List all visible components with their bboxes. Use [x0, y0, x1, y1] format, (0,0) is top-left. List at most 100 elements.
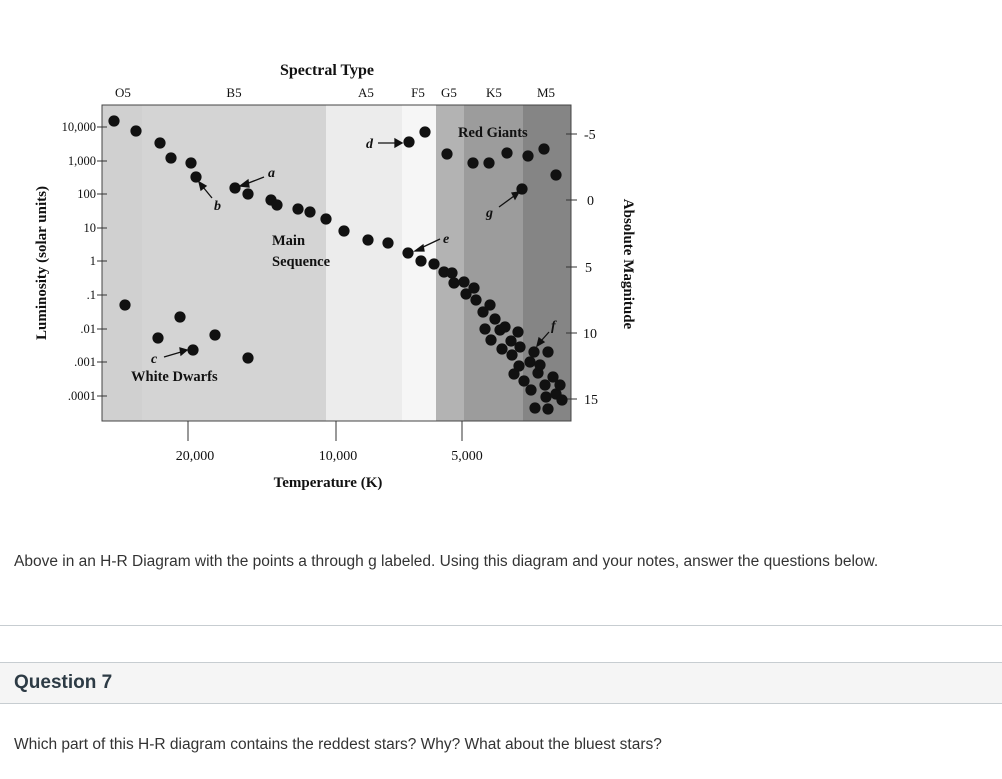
star-point	[501, 147, 513, 159]
temp-tick: 5,000	[451, 449, 483, 464]
star-point	[382, 237, 394, 249]
star-point	[108, 115, 120, 127]
star-point	[512, 326, 524, 338]
star-point	[154, 137, 166, 149]
white-dwarfs-label: White Dwarfs	[131, 369, 218, 385]
star-point	[534, 359, 546, 371]
mag-tick: 0	[587, 194, 594, 209]
luminosity-ticks: 10,000 1,000 100 10 1 .1 .01 .001 .0001	[62, 120, 107, 403]
point-arrows	[163, 137, 550, 358]
point-label-f: f	[551, 319, 557, 334]
question-title: Question 7	[14, 672, 113, 693]
lum-tick: .0001	[68, 389, 96, 403]
main-sequence-label: Main	[272, 233, 305, 249]
spectral-type-title: Spectral Type	[280, 62, 374, 79]
temp-tick: 10,000	[319, 449, 358, 464]
star-point	[528, 346, 540, 358]
star-point	[458, 276, 470, 288]
lum-tick: .1	[87, 288, 96, 302]
lum-tick: .001	[74, 355, 96, 369]
star-point	[428, 258, 440, 270]
star-point	[547, 371, 559, 383]
mag-tick: 5	[585, 261, 592, 276]
star-point	[496, 343, 508, 355]
star-point	[524, 356, 536, 368]
star-point	[242, 188, 254, 200]
star-point	[483, 157, 495, 169]
star-point	[484, 299, 496, 311]
star-point	[119, 299, 131, 311]
star-point	[468, 282, 480, 294]
star-point	[513, 360, 525, 372]
lum-tick: 100	[77, 187, 96, 201]
star-point	[554, 379, 566, 391]
star-point	[402, 247, 414, 259]
point-labels: a b c d e f g	[151, 137, 557, 367]
star-point	[187, 344, 199, 356]
star-point	[304, 206, 316, 218]
star-point	[470, 294, 482, 306]
star-point	[229, 182, 241, 194]
star-point	[271, 199, 283, 211]
star-point	[338, 225, 350, 237]
star-points	[108, 115, 568, 415]
temp-tick: 20,000	[176, 449, 215, 464]
mag-tick: 15	[584, 393, 598, 408]
magnitude-ticks: -5 0 5 10 15	[566, 128, 598, 408]
star-point	[489, 313, 501, 325]
star-point	[209, 329, 221, 341]
star-point	[518, 375, 530, 387]
star-point	[165, 152, 177, 164]
star-point	[514, 341, 526, 353]
spectral-label-o5: O5	[115, 85, 131, 100]
star-point	[190, 171, 202, 183]
star-point	[542, 403, 554, 415]
star-point	[419, 126, 431, 138]
question-header: Question 7	[0, 662, 1002, 704]
question-text: Which part of this H-R diagram contains …	[14, 736, 662, 753]
spectral-label-m5: M5	[537, 85, 555, 100]
star-point	[542, 346, 554, 358]
star-point	[130, 125, 142, 137]
point-label-g: g	[485, 206, 493, 221]
diagram-caption: Above in an H-R Diagram with the points …	[14, 553, 879, 570]
star-point	[292, 203, 304, 215]
star-point	[506, 349, 518, 361]
lum-tick: 1	[90, 254, 96, 268]
star-point	[403, 136, 415, 148]
point-label-a: a	[268, 166, 275, 181]
star-point	[467, 157, 479, 169]
spectral-label-f5: F5	[411, 85, 425, 100]
lum-tick: .01	[80, 322, 96, 336]
spectral-label-k5: K5	[486, 85, 502, 100]
lum-tick: 1,000	[68, 154, 96, 168]
luminosity-axis-label: Luminosity (solar units)	[34, 186, 50, 340]
spectral-label-b5: B5	[226, 85, 241, 100]
spectral-type-labels: O5 B5 A5 F5 G5 K5 M5	[115, 85, 555, 100]
star-point	[152, 332, 164, 344]
spectral-label-a5: A5	[358, 85, 374, 100]
star-point	[508, 368, 520, 380]
main-sequence-label: Sequence	[272, 254, 331, 270]
star-point	[362, 234, 374, 246]
magnitude-axis-label: Absolute Magnitude	[620, 199, 636, 330]
spectral-label-g5: G5	[441, 85, 457, 100]
star-point	[446, 267, 458, 279]
lum-tick: 10	[84, 221, 97, 235]
star-point	[540, 391, 552, 403]
mag-tick: -5	[584, 128, 596, 143]
star-point	[525, 384, 537, 396]
star-point	[529, 402, 541, 414]
star-point	[499, 321, 511, 333]
star-point	[185, 157, 197, 169]
star-point	[320, 213, 332, 225]
point-label-b: b	[214, 199, 221, 214]
star-point	[479, 323, 491, 335]
star-point	[522, 150, 534, 162]
point-label-e: e	[443, 232, 449, 247]
spectral-bands	[102, 105, 571, 421]
star-point	[174, 311, 186, 323]
mag-tick: 10	[583, 327, 597, 342]
hr-diagram: Spectral Type O5 B5 A5 F5 G5 K5 M5 Lumin…	[34, 62, 636, 491]
star-point	[477, 306, 489, 318]
